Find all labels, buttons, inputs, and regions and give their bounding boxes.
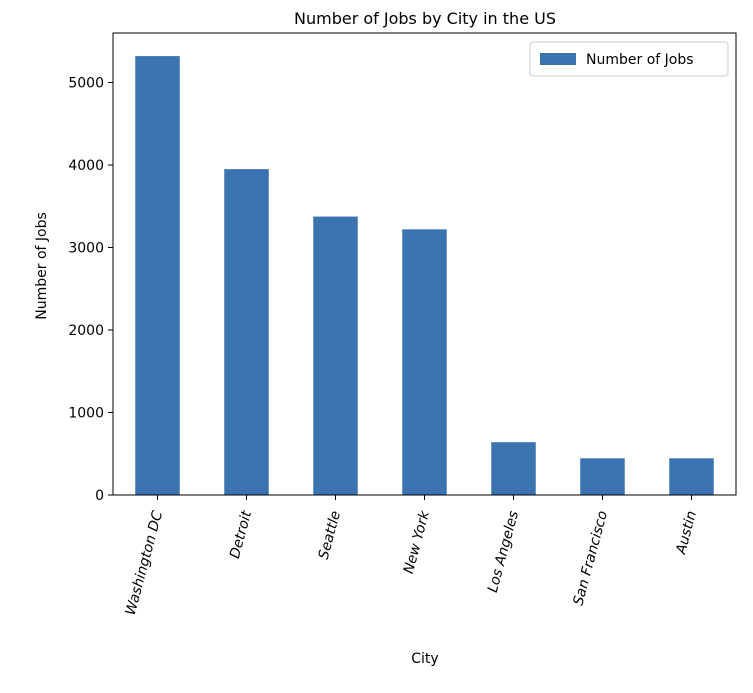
y-tick-label: 0 [95,488,104,504]
bar-austin [669,458,714,495]
bar-washington-dc [135,56,180,495]
plot-area: 0 1000 2000 3000 4000 5000 Washington DC Detroi… [68,32,737,617]
x-tick-label: San Francisco [570,509,611,607]
y-tick-label: 3000 [68,241,104,257]
x-tick-label: New York [401,508,433,575]
bar-new-york [402,229,447,495]
y-axis-label: Number of Jobs [34,212,50,320]
y-tick-label: 2000 [68,323,104,339]
x-tick-label: Washington DC [123,509,166,617]
x-tick-label: Los Angeles [485,509,522,594]
bar-san-francisco [580,458,625,495]
chart-title: Number of Jobs by City in the US [294,9,556,28]
bar-los-angeles [491,442,536,495]
x-tick-label: Detroit [227,509,255,561]
x-tick-label: Austin [673,509,700,557]
y-tick-label: 1000 [68,406,104,422]
y-tick-label: 4000 [68,158,104,174]
y-tick-label: 5000 [68,76,104,92]
x-axis-label: City [411,651,438,667]
legend: Number of Jobs [529,41,729,77]
x-tick-label: Seattle [316,509,344,561]
bar-detroit [224,169,269,496]
legend-frame [529,41,729,77]
bar-seattle [313,216,358,495]
legend-swatch [540,53,576,65]
legend-label: Number of Jobs [586,52,694,68]
